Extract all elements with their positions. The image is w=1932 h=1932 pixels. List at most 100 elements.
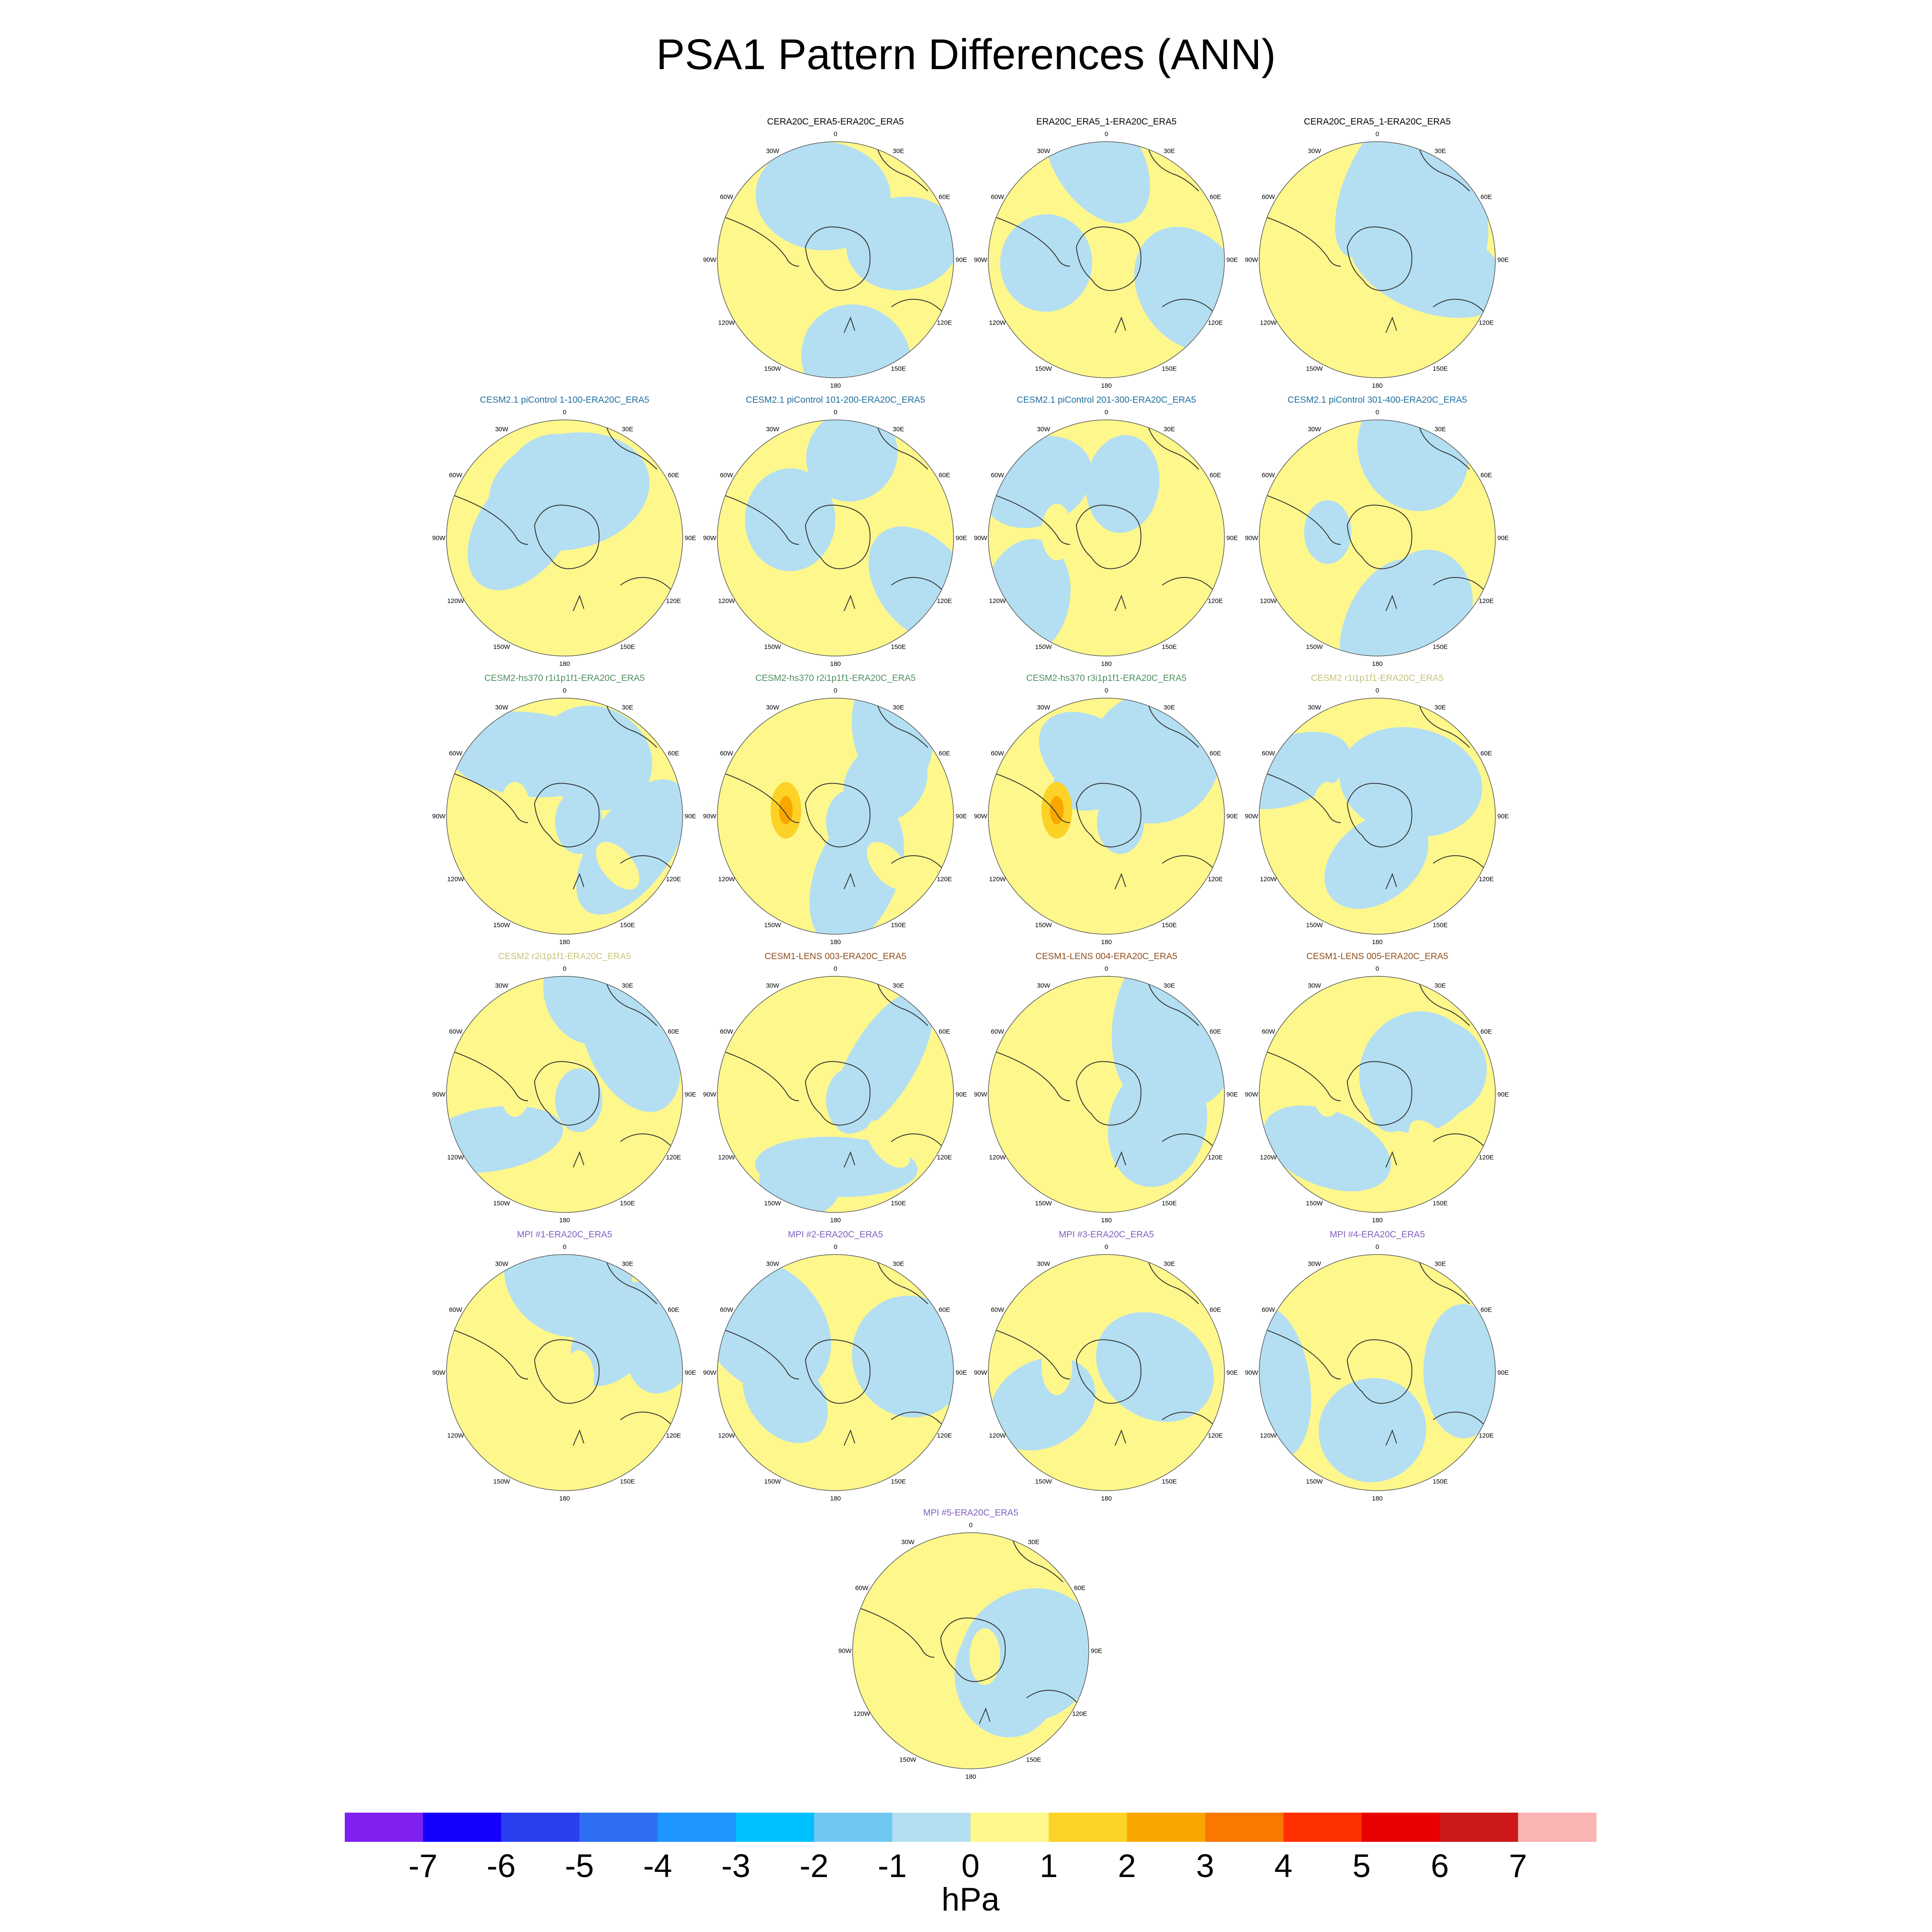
longitude-label: 60W: [449, 1028, 463, 1036]
map-panel: CESM2.1 piControl 1-100-ERA20C_ERA5 0 30E 6…: [432, 395, 696, 668]
negative-region: [1335, 142, 1420, 258]
longitude-label: 0: [563, 409, 566, 416]
map-border: [717, 419, 954, 656]
longitude-label: 90W: [1245, 256, 1259, 264]
colorbar: -7 -6 -5 -4 -3 -2 -1 0 1 2 3 4 5 6 7 hPa: [345, 1813, 1597, 1918]
antarctica-coastline: [1346, 226, 1413, 291]
longitude-label: 60W: [720, 472, 734, 479]
anomaly-contour: [826, 790, 873, 854]
longitude-label: 120W: [989, 1432, 1006, 1440]
panel-title: CESM2-hs370 r2i1p1f1-ERA20C_ERA5: [755, 673, 916, 683]
map-panel: CESM2 r1i1p1f1-ERA20C_ERA5 0 30E 60E 90E 120E…: [1245, 673, 1509, 946]
map-border: [1259, 419, 1496, 656]
panel-title: CESM2 r2i1p1f1-ERA20C_ERA5: [498, 951, 631, 961]
longitude-label: 60E: [939, 1306, 950, 1314]
longitude-label: 30E: [622, 1260, 633, 1267]
longitude-label: 120E: [666, 1432, 681, 1440]
negative-region: [1096, 1312, 1214, 1422]
colorbar-bin: [735, 1813, 814, 1842]
south-america-coastline: [447, 492, 529, 545]
longitude-label: 120W: [989, 1154, 1006, 1161]
africa-coastline: [605, 1256, 657, 1304]
antarctica-coastline: [805, 783, 871, 848]
map-panel: MPI #1-ERA20C_ERA5 0 30E 60E 90E 120E 150E 180 1…: [432, 1230, 696, 1502]
anomaly-contour: [826, 1068, 873, 1132]
longitude-label: 120W: [447, 1154, 465, 1161]
map-panel: CESM1-LENS 004-ERA20C_ERA5 0 30E 60E 90E 120E…: [974, 951, 1238, 1224]
africa-coastline: [1147, 700, 1199, 748]
anomaly-contour: [1304, 500, 1352, 564]
colorbar-bin: [1518, 1813, 1597, 1842]
anomaly-core: [1050, 796, 1064, 825]
longitude-label: 30W: [1037, 425, 1051, 433]
anomaly-contour: [1409, 1120, 1452, 1168]
map-panel: MPI #4-ERA20C_ERA5 0 30E 60E 90E 120E 150E 180 1…: [1245, 1230, 1509, 1502]
south-america-coastline: [447, 771, 529, 823]
longitude-label: 180: [1101, 1217, 1112, 1224]
longitude-label: 150E: [1162, 1200, 1177, 1207]
anomaly-contour: [834, 515, 865, 572]
antarctica-coastline: [1075, 226, 1142, 291]
colorbar-tick-label: 5: [1352, 1848, 1370, 1884]
longitude-label: 30E: [1434, 982, 1446, 989]
longitude-label: 120W: [718, 598, 735, 605]
map-border: [988, 1254, 1225, 1491]
map-panel: CERA20C_ERA5-ERA20C_ERA5 0 30E 60E 90E 120E 15…: [703, 117, 967, 389]
longitude-label: 90W: [703, 535, 717, 542]
anomaly-contour: [499, 782, 531, 839]
longitude-label: 150E: [1026, 1756, 1041, 1764]
longitude-label: 90E: [956, 1369, 967, 1376]
south-america-coastline: [988, 1049, 1070, 1101]
longitude-label: 150W: [764, 365, 781, 373]
longitude-label: 60E: [1480, 472, 1492, 479]
longitude-label: 60E: [939, 1028, 950, 1036]
colorbar-bin: [657, 1813, 736, 1842]
longitude-label: 150W: [1306, 365, 1323, 373]
longitude-label: 30W: [1308, 425, 1321, 433]
longitude-label: 60W: [991, 472, 1005, 479]
new-zealand-coastline: [573, 1151, 584, 1168]
panel-title: CESM1-LENS 003-ERA20C_ERA5: [765, 951, 906, 961]
map-panel: CESM2.1 piControl 101-200-ERA20C_ERA5 0 30…: [703, 395, 967, 668]
longitude-label: 60W: [991, 750, 1005, 757]
anomaly-contour: [1312, 782, 1343, 839]
longitude-label: 150W: [1035, 644, 1052, 651]
panel-title: CESM1-LENS 005-ERA20C_ERA5: [1306, 951, 1448, 961]
longitude-label: 0: [1376, 131, 1379, 138]
longitude-label: 150E: [1433, 1478, 1448, 1485]
antarctica-coastline: [1346, 1061, 1413, 1126]
africa-coastline: [1418, 1256, 1470, 1304]
new-zealand-coastline: [573, 873, 584, 890]
negative-region: [756, 142, 891, 251]
longitude-label: 90W: [703, 1369, 717, 1376]
colorbar-bin: [579, 1813, 658, 1842]
longitude-label: 150E: [620, 644, 635, 651]
antarctica-coastline: [1346, 783, 1413, 848]
panel-title: MPI #2-ERA20C_ERA5: [788, 1230, 883, 1239]
longitude-label: 30E: [893, 982, 904, 989]
longitude-label: 150W: [1306, 1478, 1323, 1485]
panel-title: CESM2.1 piControl 1-100-ERA20C_ERA5: [480, 395, 650, 405]
map-border: [717, 1254, 954, 1491]
south-america-coastline: [717, 492, 799, 545]
longitude-label: 0: [969, 1522, 972, 1529]
longitude-label: 90W: [703, 1091, 717, 1098]
africa-coastline: [1147, 422, 1199, 470]
longitude-label: 180: [830, 939, 841, 946]
south-america-coastline: [1259, 771, 1341, 823]
longitude-label: 30W: [495, 1260, 509, 1267]
new-zealand-coastline: [844, 595, 855, 611]
panel-title: CERA20C_ERA5_1-ERA20C_ERA5: [1304, 117, 1451, 127]
colorbar-bin: [1440, 1813, 1519, 1842]
longitude-label: 120E: [937, 319, 952, 327]
antarctica-coastline: [805, 504, 871, 569]
longitude-label: 120E: [1479, 876, 1494, 883]
map-border: [852, 1532, 1089, 1769]
longitude-label: 30E: [1163, 704, 1175, 711]
longitude-label: 120E: [666, 876, 681, 883]
map-border: [717, 141, 954, 378]
new-zealand-coastline: [1115, 1151, 1126, 1168]
longitude-label: 150W: [493, 1478, 510, 1485]
new-zealand-coastline: [1385, 595, 1397, 611]
